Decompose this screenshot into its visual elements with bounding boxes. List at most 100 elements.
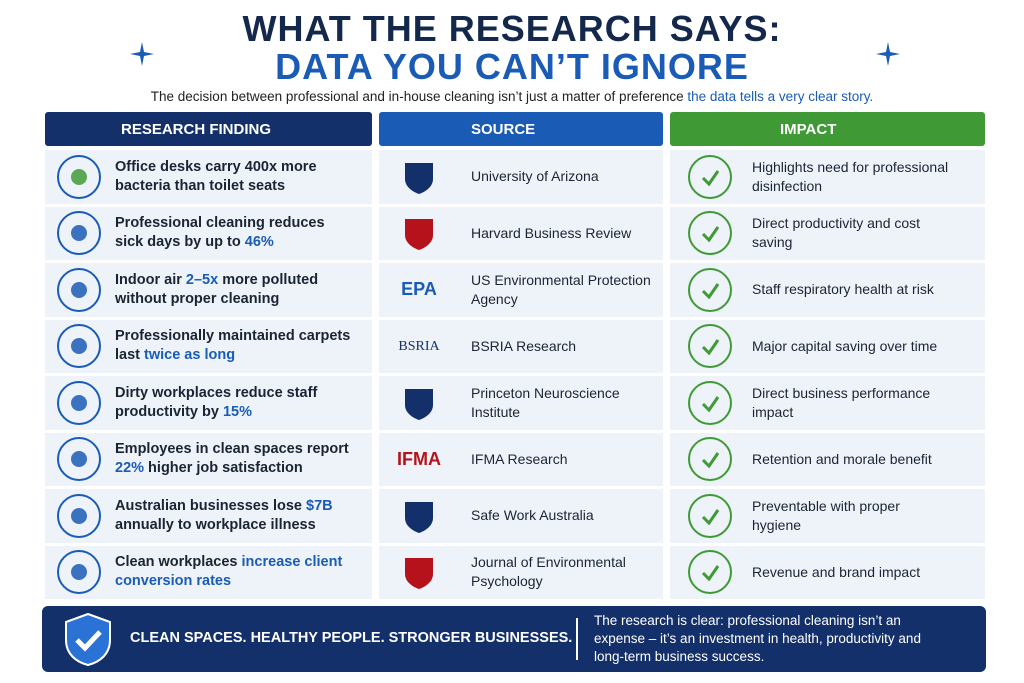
source-cell: Princeton Neuroscience Institute xyxy=(379,376,663,430)
source-text: Safe Work Australia xyxy=(471,507,594,524)
finding-cell: Dirty workplaces reduce staff productivi… xyxy=(45,376,372,430)
finding-highlight: $7B xyxy=(306,497,333,514)
glyph xyxy=(71,168,87,185)
source-logo xyxy=(379,159,459,195)
impact-text: Direct business performance impact xyxy=(752,384,931,420)
source-text: BSRIA Research xyxy=(471,337,577,354)
glyph xyxy=(71,281,87,298)
finding-before: Clean workplaces xyxy=(115,554,242,571)
source-text: Journal of Environmental Psychology xyxy=(471,554,626,590)
finding-cell: Australian businesses lose $7B annually … xyxy=(45,489,372,543)
finding-before: Australian businesses lose xyxy=(115,497,306,514)
finding-icon xyxy=(57,324,101,369)
finding-before: Indoor air xyxy=(115,271,186,288)
impact-text: Highlights need for professional disinfe… xyxy=(752,158,949,194)
finding-text: Professional cleaning reduces sick days … xyxy=(115,214,355,252)
glyph xyxy=(701,452,720,469)
source-text: IFMA Research xyxy=(471,450,568,467)
finding-highlight: 15% xyxy=(222,403,252,420)
finding-highlight: 22% xyxy=(115,460,145,477)
impact-icon xyxy=(688,437,732,482)
source-text: Harvard Business Review xyxy=(471,224,632,241)
header-text: SOURCE xyxy=(471,120,536,138)
impact-icon xyxy=(688,211,732,256)
subtitle: The decision between professional and in… xyxy=(0,89,1024,104)
glyph xyxy=(71,394,87,411)
finding-icon xyxy=(57,267,101,312)
finding-before: Professional cleaning reduces sick days … xyxy=(115,215,325,251)
impact-text: Revenue and brand impact xyxy=(752,563,921,580)
source-logo xyxy=(379,554,459,590)
impact-cell: Preventable with proper hygiene xyxy=(670,489,985,543)
source-cell: University of Arizona xyxy=(379,150,663,204)
impact-text: Retention and morale benefit xyxy=(752,450,932,467)
finding-text: Clean workplaces increase client convers… xyxy=(115,553,355,591)
header-source: SOURCE xyxy=(379,112,663,146)
finding-icon xyxy=(57,154,101,199)
logo-shape xyxy=(405,219,433,251)
header-impact: IMPACT xyxy=(670,112,985,146)
impact-cell: Staff respiratory health at risk xyxy=(670,263,985,317)
impact-text: Major capital saving over time xyxy=(752,337,938,354)
finding-text: Employees in clean spaces report 22% hig… xyxy=(115,440,355,478)
footer-text: The research is clear: professional clea… xyxy=(594,613,921,664)
title-line2: DATA YOU CAN’T IGNORE xyxy=(275,46,749,87)
source-cell: Harvard Business Review xyxy=(379,206,663,260)
logo-shape xyxy=(405,388,433,420)
finding-before: Employees in clean spaces report xyxy=(115,441,349,458)
logo-text: BSRIA xyxy=(398,338,440,354)
glyph xyxy=(701,508,720,526)
impact-icon xyxy=(688,380,732,425)
impact-icon xyxy=(688,324,732,369)
finding-before: Office desks carry 400x more bacteria th… xyxy=(115,158,317,194)
finding-cell: Employees in clean spaces report 22% hig… xyxy=(45,432,372,486)
finding-cell: Clean workplaces increase client convers… xyxy=(45,545,372,599)
source-logo: BSRIA xyxy=(379,337,459,356)
glyph xyxy=(701,565,720,582)
source-cell: BSRIA BSRIA Research xyxy=(379,319,663,373)
finding-icon xyxy=(57,211,101,256)
finding-after: more polluted without proper cleaning xyxy=(115,271,319,307)
logo-shape xyxy=(405,162,433,194)
glyph xyxy=(701,169,720,187)
finding-text: Dirty workplaces reduce staff productivi… xyxy=(115,384,355,422)
logo-text: EPA xyxy=(401,279,437,300)
finding-before: Dirty workplaces reduce staff productivi… xyxy=(115,384,318,420)
finding-icon xyxy=(57,550,101,595)
finding-before: Professionally maintained carpets last xyxy=(115,328,351,364)
finding-cell: Office desks carry 400x more bacteria th… xyxy=(45,150,372,204)
glyph xyxy=(71,225,87,242)
glyph xyxy=(71,338,87,355)
source-logo: IFMA xyxy=(379,449,459,469)
finding-text: Australian businesses lose $7B annually … xyxy=(115,497,355,535)
impact-text: Staff respiratory health at risk xyxy=(752,281,934,298)
glyph xyxy=(701,226,720,243)
header-finding: RESEARCH FINDING xyxy=(45,112,372,146)
source-text: Princeton Neuroscience Institute xyxy=(471,384,620,420)
impact-cell: Major capital saving over time xyxy=(670,319,985,373)
finding-highlight: 46% xyxy=(244,234,274,251)
sparkle xyxy=(876,42,900,66)
source-cell: EPA US Environmental Protection Agency xyxy=(379,263,663,317)
glyph xyxy=(701,395,720,413)
source-cell: Safe Work Australia xyxy=(379,489,663,543)
impact-icon xyxy=(688,154,732,199)
impact-cell: Direct productivity and cost saving xyxy=(670,206,985,260)
source-logo xyxy=(379,385,459,421)
glyph xyxy=(701,282,720,300)
source-cell: IFMA IFMA Research xyxy=(379,432,663,486)
impact-cell: Retention and morale benefit xyxy=(670,432,985,486)
finding-after: annually to workplace illness xyxy=(115,516,316,533)
finding-cell: Professionally maintained carpets last t… xyxy=(45,319,372,373)
impact-cell: Direct business performance impact xyxy=(670,376,985,430)
footer-slogan: CLEAN SPACES. HEALTHY PEOPLE. STRONGER B… xyxy=(130,630,573,646)
glyph xyxy=(701,339,720,356)
finding-after: higher job satisfaction xyxy=(144,460,303,477)
finding-highlight: twice as long xyxy=(144,347,236,364)
impact-icon xyxy=(688,493,732,538)
shield-icon xyxy=(65,612,111,666)
logo-shape xyxy=(405,501,433,533)
finding-icon xyxy=(57,380,101,425)
sparkle xyxy=(130,42,154,66)
